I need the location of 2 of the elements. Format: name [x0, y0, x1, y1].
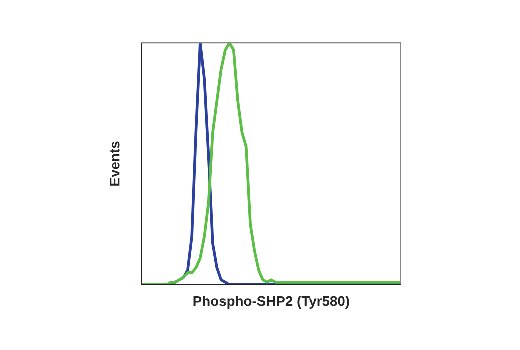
x-axis-title: Phospho-SHP2 (Tyr580) — [194, 296, 350, 309]
y-axis-title: Events — [110, 142, 120, 186]
